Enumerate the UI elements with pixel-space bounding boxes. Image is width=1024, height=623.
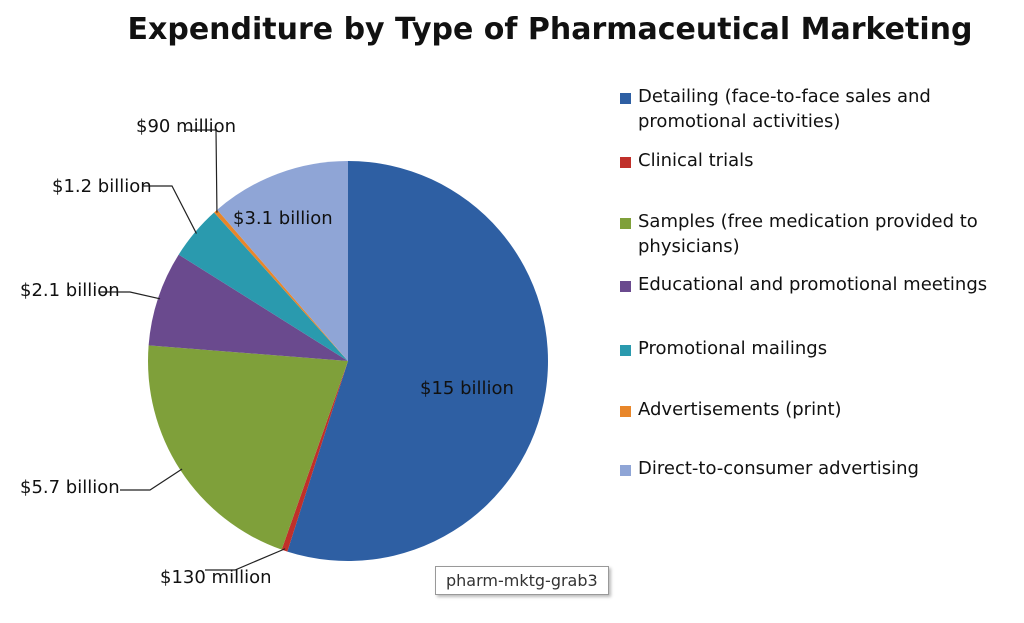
data-label: $1.2 billion bbox=[52, 176, 152, 197]
legend-entry: Promotional mailings bbox=[638, 338, 828, 359]
leader-line bbox=[205, 548, 286, 571]
pie-slice bbox=[287, 161, 549, 561]
pie-slice bbox=[281, 361, 348, 552]
legend-entry: Samples (free medication provided to phy… bbox=[638, 211, 978, 257]
legend-swatch bbox=[620, 93, 631, 104]
legend-entry: Advertisements (print) bbox=[638, 399, 842, 420]
legend-entry: Direct-to-consumer advertising bbox=[638, 458, 919, 479]
pie-slice bbox=[148, 254, 348, 361]
leader-line bbox=[120, 468, 183, 491]
legend-entry: Educational and promotional meetings bbox=[638, 274, 988, 295]
pie-slice bbox=[148, 345, 348, 550]
legend-swatch bbox=[620, 406, 631, 417]
data-label: $5.7 billion bbox=[20, 477, 120, 498]
legend-swatch bbox=[620, 345, 631, 356]
data-label: $90 million bbox=[136, 116, 237, 137]
chart-title: Expenditure by Type of Pharmaceutical Ma… bbox=[127, 12, 973, 47]
data-label: $130 million bbox=[160, 567, 272, 588]
leader-line bbox=[142, 185, 197, 234]
data-label: $3.1 billion bbox=[233, 208, 333, 229]
pie-slice bbox=[178, 212, 348, 361]
legend-swatch bbox=[620, 465, 631, 476]
annotation: pharm-mktg-grab3 bbox=[435, 566, 609, 595]
legend-swatch bbox=[620, 281, 631, 292]
data-label: $15 billion bbox=[420, 378, 514, 399]
data-label: $2.1 billion bbox=[20, 280, 120, 301]
pie-slice bbox=[214, 209, 348, 361]
legend-entry: Detailing (face-to-face sales and promot… bbox=[638, 86, 931, 132]
leader-line bbox=[186, 129, 218, 213]
legend-swatch bbox=[620, 157, 631, 168]
legend-swatch bbox=[620, 218, 631, 229]
legend-entry: Clinical trials bbox=[638, 150, 754, 171]
pie-slice bbox=[217, 161, 348, 361]
leader-line bbox=[100, 291, 161, 300]
